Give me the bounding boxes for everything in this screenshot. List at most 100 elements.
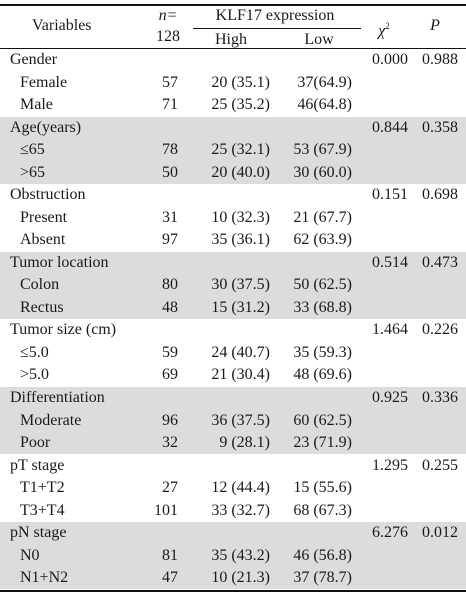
high-value: 33 (32.7) <box>211 501 270 519</box>
low-value: 48 (69.6) <box>293 366 352 384</box>
header-rule <box>0 48 466 49</box>
low-value: 15 (55.6) <box>293 479 352 497</box>
row-label: >65 <box>20 163 46 181</box>
high-value: 12 (44.4) <box>211 479 270 497</box>
p-value: 0.988 <box>422 51 458 68</box>
low-value: 68 (67.3) <box>293 501 352 519</box>
header-p: P <box>430 17 440 34</box>
n-value: 32 <box>162 434 178 451</box>
group-name: pT stage <box>10 456 65 474</box>
row-label: N0 <box>20 546 40 564</box>
n-value: 71 <box>162 96 178 113</box>
low-value: 53 (67.9) <box>293 141 352 159</box>
high-value: 10 (21.3) <box>211 569 270 587</box>
high-value: 10 (32.3) <box>211 208 270 226</box>
high-value: 35 (36.1) <box>211 231 270 249</box>
n-value: 47 <box>162 569 178 587</box>
row-label: N1+N2 <box>20 569 69 587</box>
n-value: 31 <box>162 208 178 226</box>
low-value: 50 (62.5) <box>293 276 352 294</box>
p-value: 0.698 <box>422 186 458 204</box>
row-label: Female <box>20 73 68 91</box>
group-name: pN stage <box>10 524 67 542</box>
chi-square-value: 0.925 <box>372 389 408 406</box>
row-label: Moderate <box>20 411 82 429</box>
header-chi-square: χ2 <box>378 21 390 40</box>
row-label: Absent <box>20 231 66 249</box>
chi-square-value: 1.464 <box>372 321 408 339</box>
chi-square-value: 0.151 <box>372 186 408 204</box>
row-shading <box>0 116 466 184</box>
group-name: Tumor size (cm) <box>10 321 117 339</box>
row-label: Male <box>20 96 53 113</box>
chi-square-value: 1.295 <box>372 456 408 474</box>
low-value: 35 (59.3) <box>293 343 352 361</box>
p-value: 0.255 <box>422 456 458 474</box>
n-value: 69 <box>162 366 178 384</box>
row-shading <box>0 522 466 590</box>
high-value: 25 (32.1) <box>211 141 270 159</box>
n-value: 59 <box>162 343 178 361</box>
low-value: 37 (78.7) <box>293 569 352 587</box>
low-value: 30 (60.0) <box>293 163 352 181</box>
high-value: 21 (30.4) <box>211 366 270 384</box>
chi-square-value: 6.276 <box>372 524 408 542</box>
low-value: 21 (67.7) <box>293 208 352 226</box>
p-value: 0.473 <box>422 253 458 271</box>
high-value: 15 (31.2) <box>211 298 270 316</box>
n-value: 80 <box>162 276 178 294</box>
high-value: 20 (40.0) <box>211 163 270 181</box>
high-value: 25 (35.2) <box>211 96 270 113</box>
row-shading <box>0 251 466 319</box>
header-subrule <box>193 28 361 29</box>
low-value: 60 (62.5) <box>293 411 352 429</box>
top-rule <box>0 4 466 6</box>
row-label: Present <box>20 208 68 226</box>
row-label: T3+T4 <box>20 501 65 519</box>
header-n-value: 128 <box>156 28 180 45</box>
p-value: 0.226 <box>422 321 458 339</box>
high-value: 20 (35.1) <box>211 73 270 91</box>
high-value: 24 (40.7) <box>211 343 270 361</box>
n-value: 78 <box>162 141 178 159</box>
row-label: T1+T2 <box>20 479 65 497</box>
group-name: Gender <box>10 51 58 68</box>
n-value: 50 <box>162 163 178 181</box>
low-value: 62 (63.9) <box>293 231 352 249</box>
low-value: 37(64.9) <box>297 73 352 91</box>
row-label: ≤5.0 <box>20 343 49 361</box>
n-value: 81 <box>162 546 178 564</box>
header-variables: Variables <box>32 17 92 34</box>
header-high: High <box>215 31 247 48</box>
high-value: 9 (28.1) <box>219 434 270 451</box>
low-value: 46 (56.8) <box>293 546 352 564</box>
chi-square-value: 0.844 <box>372 118 408 136</box>
high-value: 35 (43.2) <box>211 546 270 564</box>
group-name: Tumor location <box>10 253 109 271</box>
n-value: 96 <box>162 411 178 429</box>
p-value: 0.358 <box>422 118 458 136</box>
n-value: 97 <box>162 231 178 249</box>
row-label: ≤65 <box>20 141 45 159</box>
group-name: Age(years) <box>10 118 82 136</box>
row-label: Colon <box>20 276 60 294</box>
header-low: Low <box>304 31 334 48</box>
row-shading <box>0 387 466 454</box>
low-value: 23 (71.9) <box>293 434 352 451</box>
n-value: 27 <box>162 479 178 497</box>
low-value: 33 (68.8) <box>293 298 352 316</box>
group-name: Differentiation <box>10 389 105 406</box>
bottom-rule <box>0 590 466 592</box>
row-label: >5.0 <box>20 366 50 384</box>
row-label: Rectus <box>20 298 64 316</box>
header-n-label: n= <box>158 7 178 24</box>
n-value: 57 <box>162 73 178 91</box>
p-value: 0.012 <box>422 524 458 542</box>
chi-square-value: 0.000 <box>372 51 408 68</box>
high-value: 36 (37.5) <box>211 411 270 429</box>
low-value: 46(64.8) <box>297 96 352 113</box>
row-label: Poor <box>20 434 51 451</box>
high-value: 30 (37.5) <box>211 276 270 294</box>
group-name: Obstruction <box>10 186 86 204</box>
